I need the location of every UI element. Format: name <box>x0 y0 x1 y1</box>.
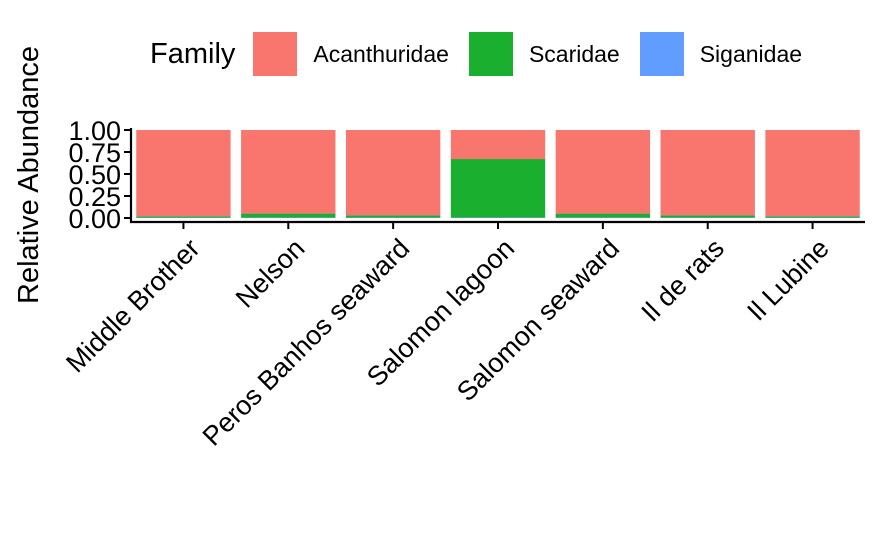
x-tick-label-middle-brother: Middle Brother <box>60 233 205 378</box>
legend-label-siganidae: Siganidae <box>699 40 803 67</box>
y-tick-label-0-00: 0.00 <box>68 204 121 234</box>
y-tick-label-0-50: 0.50 <box>68 160 121 190</box>
legend-swatch-acanthuridae <box>253 32 298 76</box>
bars-layer <box>136 130 860 218</box>
bar-il-de-rats-acanthuridae <box>660 130 755 216</box>
legend-item-acanthuridae: Acanthuridae <box>253 32 449 76</box>
bar-il-lubine-scaridae <box>765 216 860 218</box>
bar-salomon-seaward-acanthuridae <box>555 130 651 214</box>
y-axis-title: Relative Abundance <box>13 46 45 304</box>
bar-nelson-acanthuridae <box>241 130 336 214</box>
bar-nelson-scaridae <box>241 213 336 218</box>
legend-item-siganidae: Siganidae <box>639 32 803 76</box>
bar-salomon-seaward-scaridae <box>555 213 651 218</box>
y-tick-label-1-00: 1.00 <box>68 116 121 146</box>
legend-swatch-scaridae <box>468 32 513 76</box>
x-tick-label-nelson: Nelson <box>230 233 311 314</box>
x-tick-label-il-lubine: Il Lubine <box>741 233 834 326</box>
legend-label-scaridae: Scaridae <box>528 40 620 67</box>
bar-il-de-rats-scaridae <box>660 215 755 218</box>
legend-label-acanthuridae: Acanthuridae <box>313 40 449 67</box>
y-tick-label-0-25: 0.25 <box>68 182 121 212</box>
legend-item-scaridae: Scaridae <box>468 32 620 76</box>
axes-layer: 0.000.250.500.751.00 Middle Brother Nelson… <box>13 46 865 452</box>
bar-salomon-lagoon-scaridae <box>450 159 546 218</box>
x-tick-label-peros-banhos-seaward: Peros Banhos seaward <box>197 233 416 452</box>
x-tick-label-il-de-rats: Il de rats <box>636 233 730 327</box>
bar-middle-brother-acanthuridae <box>136 130 231 217</box>
bar-salomon-lagoon-acanthuridae <box>450 130 546 160</box>
legend-title: Family <box>150 37 236 70</box>
y-tick-label-0-75: 0.75 <box>68 138 121 168</box>
legend-swatch-siganidae <box>639 32 684 76</box>
legend: Family Acanthuridae Scaridae Siganidae <box>150 30 822 78</box>
bar-peros-banhos-seaward-scaridae <box>345 215 441 218</box>
bar-peros-banhos-seaward-acanthuridae <box>345 130 441 216</box>
bar-il-lubine-acanthuridae <box>765 130 860 217</box>
bar-middle-brother-scaridae <box>136 216 231 218</box>
